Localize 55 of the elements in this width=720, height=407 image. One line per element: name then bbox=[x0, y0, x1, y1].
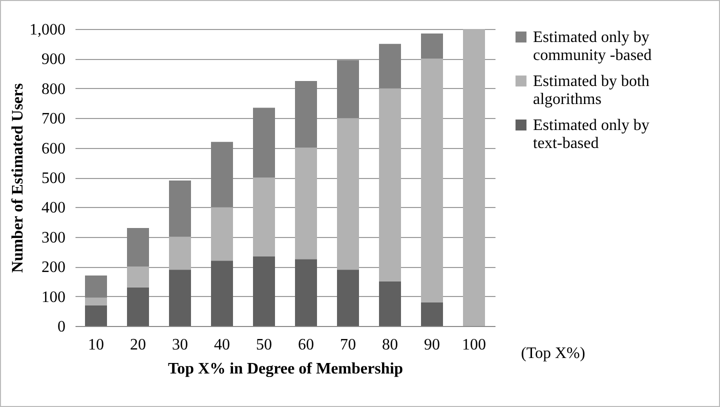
bar bbox=[379, 44, 401, 88]
bar bbox=[127, 266, 149, 288]
legend-label: Estimated only by text-based bbox=[533, 117, 650, 152]
x-axis-title: Top X% in Degree of Membership bbox=[168, 360, 404, 378]
bar bbox=[253, 178, 275, 256]
bar bbox=[379, 281, 401, 326]
bar bbox=[211, 260, 233, 326]
bar bbox=[253, 108, 275, 178]
y-tick-label: 700 bbox=[42, 110, 66, 128]
bar bbox=[127, 287, 149, 326]
text: (Top X%) bbox=[521, 345, 586, 363]
x-tick-label: 90 bbox=[424, 336, 440, 354]
y-tick-label: 1,000 bbox=[30, 22, 66, 38]
bar bbox=[85, 298, 107, 306]
bar bbox=[85, 276, 107, 298]
y-tick-label: 200 bbox=[42, 259, 66, 276]
x-tick-label: 20 bbox=[130, 336, 146, 354]
legend-label: Estimated only by community -based bbox=[533, 29, 652, 64]
bar bbox=[421, 33, 443, 59]
bar bbox=[379, 88, 401, 282]
y-tick-label: 600 bbox=[42, 140, 66, 158]
bar bbox=[295, 259, 317, 326]
bar bbox=[85, 305, 107, 326]
bar bbox=[211, 142, 233, 208]
bar bbox=[337, 60, 359, 118]
bar bbox=[295, 80, 317, 148]
bar bbox=[421, 302, 443, 326]
y-tick-label: 800 bbox=[42, 80, 66, 98]
legend-label: Estimated by both algorithms bbox=[533, 73, 650, 108]
bar bbox=[253, 256, 275, 326]
bar bbox=[295, 148, 317, 260]
bar bbox=[337, 270, 359, 326]
x-tick-label: 100 bbox=[462, 336, 486, 354]
bar bbox=[127, 228, 149, 267]
y-axis-title: Number of Estimated Users bbox=[10, 83, 26, 273]
x-tick-label: 80 bbox=[382, 336, 398, 354]
bar bbox=[463, 29, 485, 326]
y-tick-label: 300 bbox=[42, 229, 66, 246]
x-tick-label: 60 bbox=[298, 336, 314, 354]
bar bbox=[421, 58, 443, 302]
x-tick-label: 40 bbox=[214, 336, 230, 354]
bar bbox=[169, 236, 191, 270]
y-tick-label: 400 bbox=[42, 200, 66, 217]
bar bbox=[169, 270, 191, 326]
y-tick-label: 900 bbox=[42, 51, 66, 68]
x-tick-label: 70 bbox=[340, 336, 356, 354]
y-tick-label: 0 bbox=[58, 318, 66, 336]
bar bbox=[211, 207, 233, 261]
y-tick-label: 100 bbox=[42, 288, 66, 306]
x-tick-label: 10 bbox=[88, 336, 104, 354]
bar bbox=[337, 118, 359, 270]
x-tick-label: 30 bbox=[172, 336, 188, 354]
bar bbox=[169, 180, 191, 237]
y-tick-label: 500 bbox=[42, 170, 66, 187]
x-tick-label: 50 bbox=[256, 336, 272, 354]
